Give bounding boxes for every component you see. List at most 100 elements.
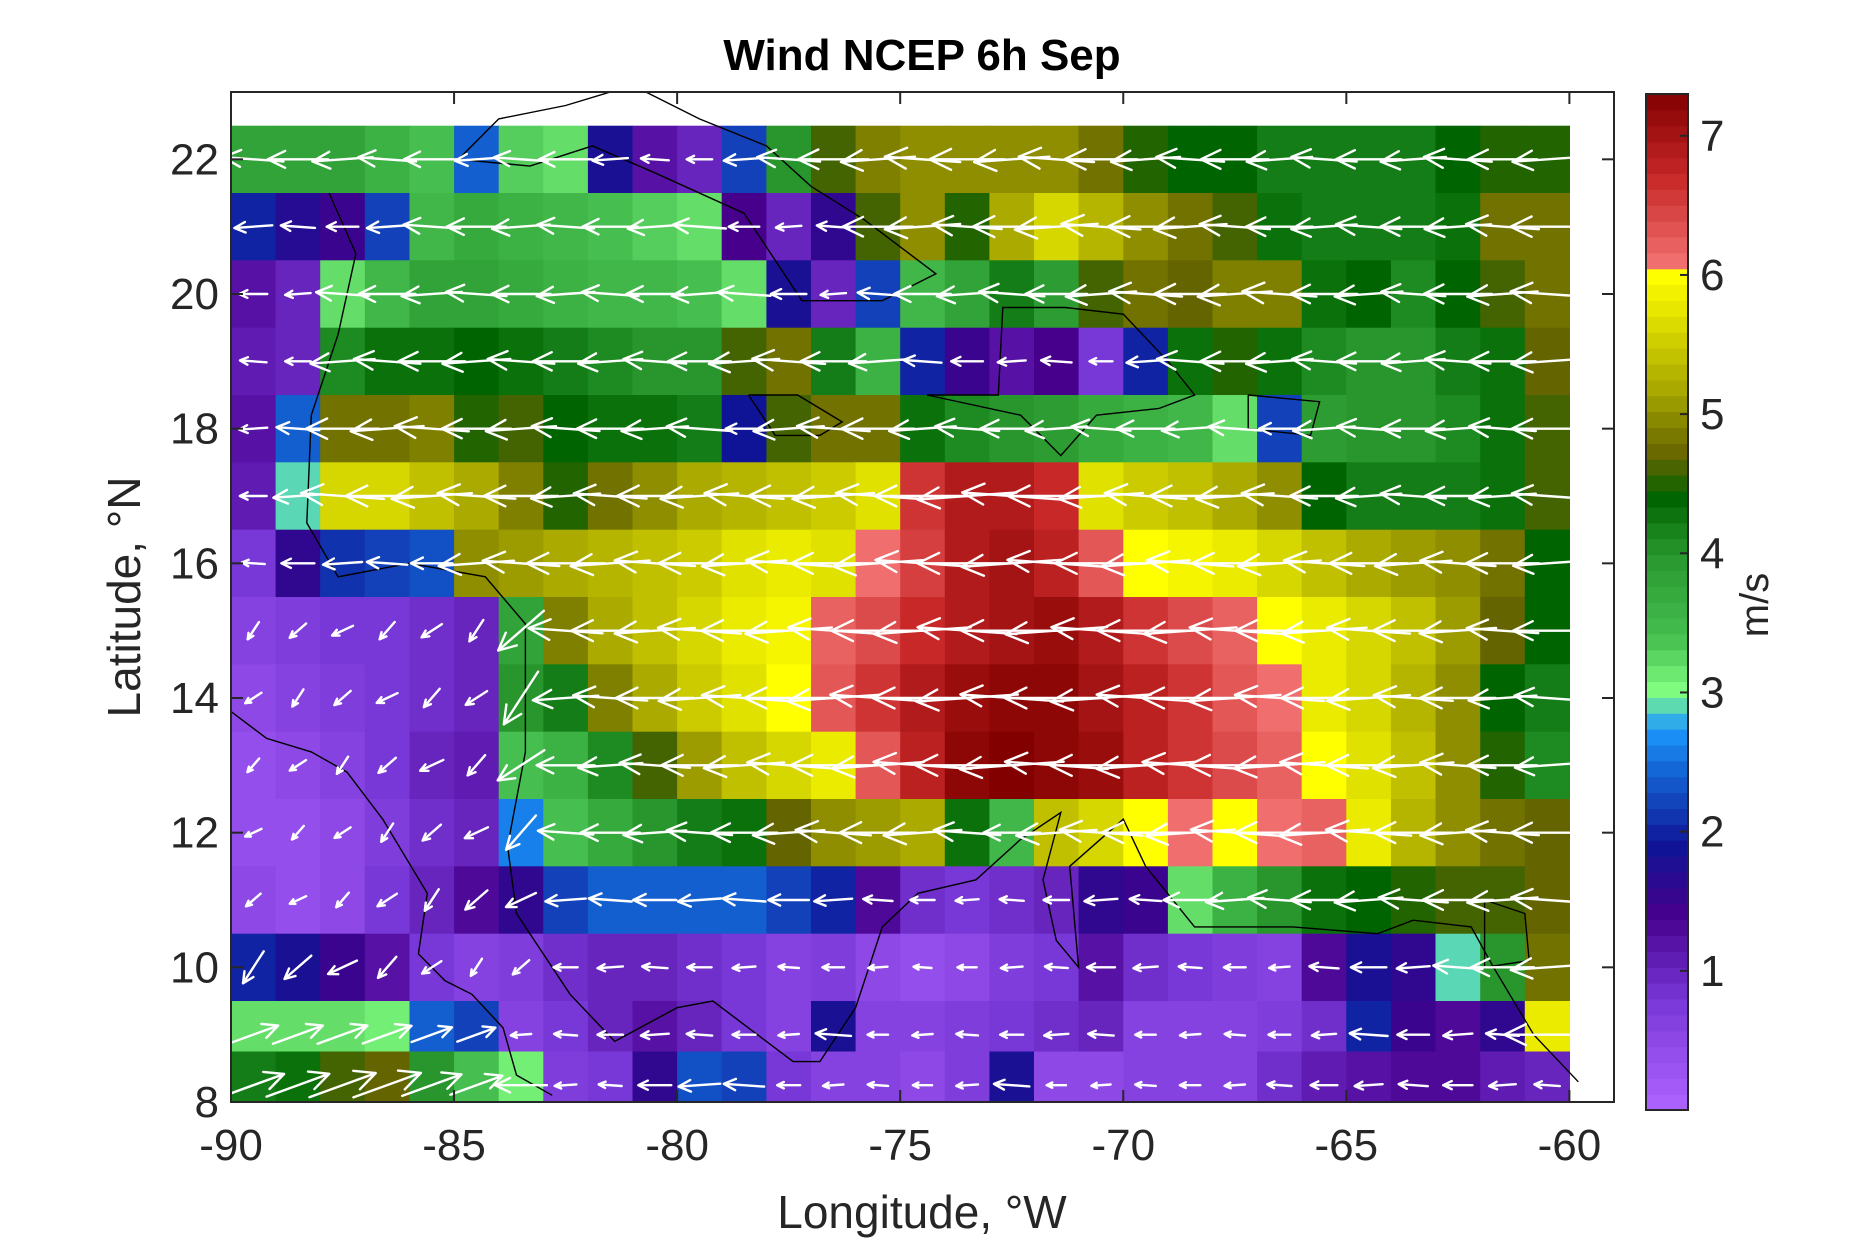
wind-arrow [575,418,645,440]
wind-arrow [497,609,545,652]
wind-arrow [867,963,889,972]
wind-arrow [238,356,268,366]
colorbar-segment [1646,967,1688,984]
wind-arrow [1266,1080,1293,1090]
x-tick-label: -65 [1315,1121,1379,1170]
wind-arrow [731,1030,757,1040]
wind-arrow [453,152,499,168]
wind-arrow [1177,962,1203,972]
x-tick-label: -70 [1091,1121,1155,1170]
wind-arrow [1465,618,1540,641]
heatmap-cell [1257,1051,1303,1102]
wind-arrow [911,1081,934,1089]
wind-arrow [746,752,832,776]
wind-arrow [572,685,649,709]
wind-arrow [902,354,943,368]
colorbar-segment [1646,1046,1688,1063]
wind-arrow [502,670,540,726]
wind-arrow [1290,148,1358,169]
y-tick-label: 14 [170,674,219,723]
wind-arrow [481,550,561,574]
wind-arrow [909,895,936,905]
heatmap-cell [944,1051,990,1102]
wind-arrow [525,551,606,575]
colorbar-segment [1646,109,1688,127]
coastline [926,306,1196,457]
wind-arrow [530,417,601,439]
wind-arrow [493,1076,549,1094]
coastline [231,710,553,1096]
colorbar-segment [1646,808,1688,825]
y-axis-label: Latitude, °N [98,477,150,718]
x-axis: -90 -85 -80 -75 -70 -65 -60 [199,92,1601,1170]
wind-arrow [979,418,1045,439]
wind-arrow [464,889,489,911]
colorbar-segment [1646,1094,1688,1111]
colorbar-segment [1646,522,1688,540]
colorbar-segment [1646,602,1688,619]
wind-arrow [1310,1030,1338,1040]
wind-arrow [932,821,1002,843]
wind-arrow [1510,484,1584,506]
heatmap-cell [1480,1051,1526,1102]
wind-arrow [231,1070,286,1095]
wind-arrow [685,1029,714,1039]
wind-arrow [1510,351,1585,374]
wind-arrow [1244,216,1314,238]
heatmap-cell [1390,1051,1437,1102]
wind-arrow [587,892,633,907]
wind-arrow [288,758,308,772]
wind-arrow [1510,821,1585,844]
wind-arrow [570,619,651,643]
colorbar: 1 2 3 4 5 6 7 [1645,93,1724,1111]
wind-arrow [1132,963,1159,973]
wind-arrow [814,1028,853,1041]
wind-arrow [813,894,854,907]
colorbar-segment [1646,1062,1688,1079]
heatmap-cell [766,1051,812,1102]
wind-arrow [618,753,692,776]
wind-arrow [747,484,831,508]
wind-arrow [1533,1080,1561,1090]
wind-arrow [1510,417,1584,440]
wind-arrow [992,1078,1031,1091]
wind-arrow [774,222,803,232]
colorbar-tick-label: 3 [1700,668,1724,717]
heatmap-cell [989,1051,1035,1102]
colorbar-segment [1646,459,1688,476]
wind-arrow [335,891,350,909]
colorbar-segment [1646,538,1688,555]
colorbar-segment [1646,713,1688,730]
wind-arrow [1042,895,1071,905]
colorbar-segment [1646,490,1688,508]
wind-arrow [509,1030,533,1039]
colorbar-segment [1646,316,1688,333]
wind-arrow [1509,215,1585,238]
wind-arrow [1268,963,1291,972]
wind-arrow [1240,483,1319,507]
wind-arrow [1335,351,1402,372]
wind-arrow [615,484,694,508]
wind-arrow [1045,1081,1068,1089]
wind-arrow [421,823,443,842]
heatmap-cell [1078,1051,1124,1102]
wind-arrow [794,819,873,844]
colorbar-segment [1646,903,1688,921]
colorbar-segment [1646,998,1688,1016]
wind-arrow [847,352,908,372]
wind-arrow [1419,550,1497,574]
wind-arrow [1142,620,1238,644]
wind-arrow [1464,820,1541,843]
wind-arrow [1466,148,1539,171]
colorbar-segment [1646,157,1688,174]
wind-arrow [912,963,933,971]
heatmap-cell [677,1051,723,1102]
wind-arrow [955,1081,980,1090]
wind-arrow [856,286,900,301]
wind-arrow [862,894,894,905]
wind-arrow [928,147,1007,171]
wind-arrow [637,1079,673,1091]
wind-arrow [1422,147,1493,169]
wind-arrow [422,687,441,709]
wind-arrow [671,217,728,235]
